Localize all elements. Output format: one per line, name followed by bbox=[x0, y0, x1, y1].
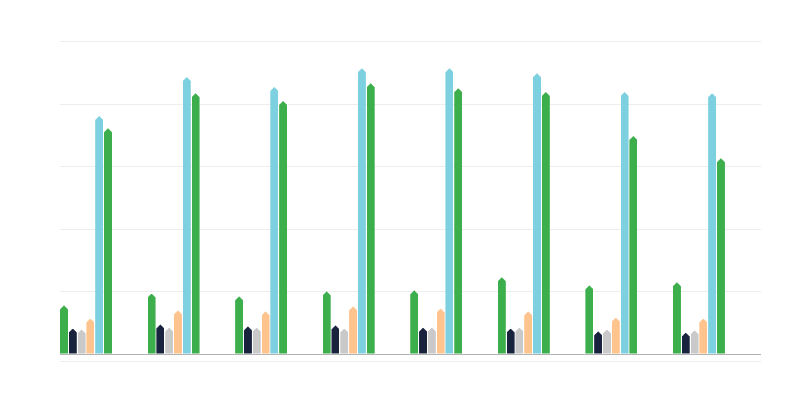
bar-peach[interactable] bbox=[261, 311, 270, 354]
bar-gray[interactable] bbox=[515, 327, 524, 354]
axis-underline bbox=[60, 360, 761, 362]
bar-green[interactable] bbox=[235, 296, 244, 354]
y-gridline bbox=[60, 291, 761, 292]
bar-gray[interactable] bbox=[77, 329, 86, 354]
bar-gray[interactable] bbox=[602, 329, 611, 354]
bar-gray[interactable] bbox=[165, 327, 174, 354]
y-gridline bbox=[60, 41, 761, 42]
bar-peach[interactable] bbox=[699, 318, 708, 354]
bar-navy[interactable] bbox=[156, 324, 165, 354]
bar-green-2[interactable] bbox=[104, 128, 112, 354]
y-gridline bbox=[60, 103, 761, 105]
bar-green-2[interactable] bbox=[716, 158, 725, 354]
bar-green[interactable] bbox=[585, 285, 594, 354]
bar-gray[interactable] bbox=[252, 327, 261, 354]
bar-navy[interactable] bbox=[594, 331, 603, 354]
bar-green-2[interactable] bbox=[454, 88, 463, 354]
bar-gray[interactable] bbox=[427, 327, 436, 354]
bar-peach[interactable] bbox=[436, 308, 445, 354]
bar-navy[interactable] bbox=[506, 328, 515, 354]
bar-gray[interactable] bbox=[340, 328, 349, 354]
y-gridline bbox=[60, 166, 761, 167]
bar-green-2[interactable] bbox=[541, 91, 550, 354]
bar-sky-blue[interactable] bbox=[445, 68, 454, 354]
bar-sky-blue[interactable] bbox=[95, 116, 104, 354]
bar-green[interactable] bbox=[147, 293, 156, 354]
bar-sky-blue[interactable] bbox=[357, 68, 366, 354]
bar-sky-blue[interactable] bbox=[708, 93, 717, 354]
bar-gray[interactable] bbox=[690, 330, 699, 354]
bar-peach[interactable] bbox=[349, 306, 358, 354]
x-axis-line bbox=[60, 353, 761, 355]
bar-green-2[interactable] bbox=[629, 136, 638, 354]
bar-sky-blue[interactable] bbox=[270, 86, 279, 354]
bar-sky-blue[interactable] bbox=[533, 73, 541, 354]
bar-sky-blue[interactable] bbox=[620, 91, 629, 354]
bar-navy[interactable] bbox=[68, 328, 77, 354]
bar-navy[interactable] bbox=[243, 326, 252, 354]
bar-green-2[interactable] bbox=[191, 93, 200, 354]
bar-navy[interactable] bbox=[331, 325, 340, 354]
bar-green[interactable] bbox=[322, 291, 331, 354]
bar-peach[interactable] bbox=[524, 311, 533, 354]
bar-navy[interactable] bbox=[419, 327, 428, 354]
bar-peach[interactable] bbox=[611, 317, 620, 354]
bar-green-2[interactable] bbox=[366, 83, 375, 354]
bar-sky-blue[interactable] bbox=[182, 76, 191, 354]
bar-navy[interactable] bbox=[681, 332, 690, 354]
bar-green[interactable] bbox=[672, 282, 681, 354]
bar-peach[interactable] bbox=[173, 310, 182, 354]
bar-peach[interactable] bbox=[86, 318, 95, 354]
bar-green[interactable] bbox=[497, 277, 506, 354]
y-gridline bbox=[60, 228, 761, 230]
bar-green-2[interactable] bbox=[279, 101, 288, 354]
bar-green[interactable] bbox=[60, 305, 68, 354]
bar-green[interactable] bbox=[410, 290, 419, 354]
